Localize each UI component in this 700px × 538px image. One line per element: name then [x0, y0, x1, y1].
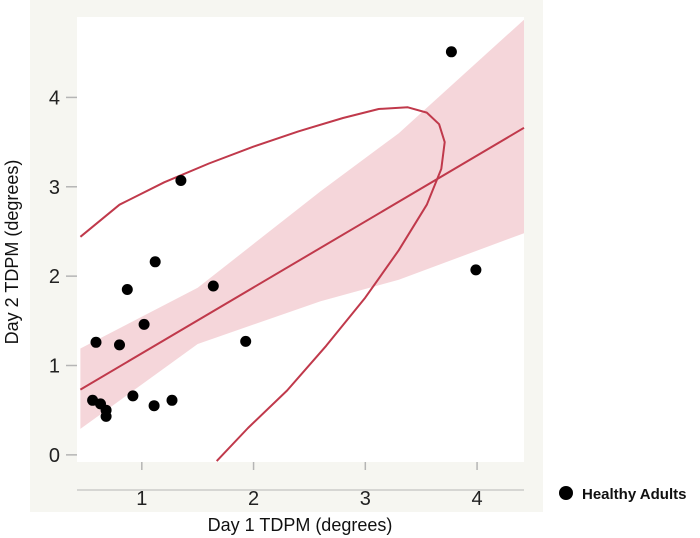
data-point	[121, 284, 133, 295]
x-tick-label: 3	[360, 488, 371, 510]
points-layer	[87, 46, 482, 422]
y-tick-label: 1	[49, 355, 60, 377]
confidence-ellipse	[79, 106, 446, 462]
axes-layer: 1 2 3 4 0 1 2 3 4	[49, 87, 524, 510]
confidence-band	[80, 19, 525, 429]
legend-label: Healthy Adults	[582, 486, 686, 503]
data-point	[166, 394, 178, 406]
ellipse-layer	[79, 106, 446, 462]
x-tick-label: 4	[472, 488, 483, 510]
data-point	[100, 410, 112, 422]
data-point	[127, 390, 139, 402]
x-tick-label: 1	[136, 488, 147, 510]
data-point	[240, 335, 252, 347]
data-point	[138, 318, 150, 330]
x-tick-label: 2	[248, 488, 259, 510]
data-point	[445, 46, 457, 58]
x-axis-label: Day 1 TDPM (degrees)	[208, 515, 393, 535]
y-tick-label: 2	[49, 266, 60, 288]
y-tick-label: 4	[49, 87, 60, 109]
data-point	[90, 336, 102, 348]
y-tick-label: 3	[49, 177, 60, 199]
y-tick-label: 0	[49, 445, 60, 467]
data-point	[470, 264, 482, 276]
data-point	[114, 339, 125, 351]
regression-line	[79, 126, 525, 391]
legend-marker	[559, 486, 573, 500]
fit-line-layer	[79, 126, 525, 391]
data-point	[148, 400, 160, 412]
data-point	[207, 280, 219, 292]
data-point	[149, 256, 161, 268]
confidence-band-layer	[80, 19, 525, 429]
y-axis-label: Day 2 TDPM (degrees)	[2, 160, 22, 345]
legend: Healthy Adults	[559, 486, 686, 503]
data-point	[175, 175, 187, 186]
